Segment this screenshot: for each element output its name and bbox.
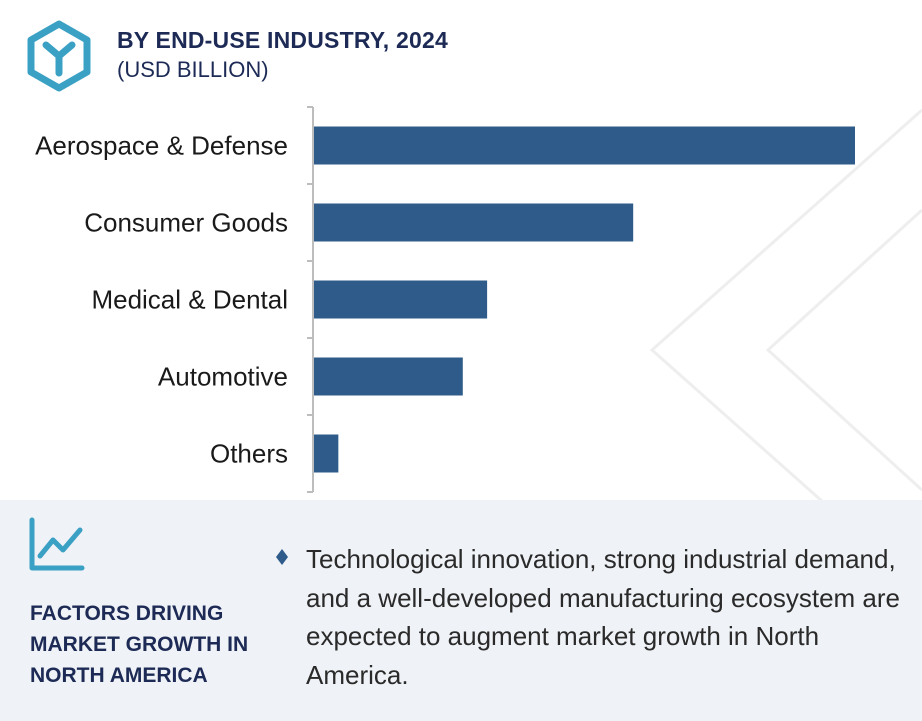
growth-description: Technological innovation, strong industr… bbox=[306, 544, 901, 690]
chart-title: BY END-USE INDUSTRY, 2024 bbox=[117, 27, 448, 53]
chart-subtitle: (USD BILLION) bbox=[117, 57, 269, 82]
bar bbox=[314, 357, 463, 396]
chart-header: BY END-USE INDUSTRY, 2024 (USD BILLION) bbox=[0, 0, 922, 100]
bar bbox=[314, 434, 339, 473]
bar bbox=[314, 126, 855, 165]
category-label: Others bbox=[210, 439, 288, 469]
trend-line-chart-icon bbox=[29, 517, 85, 571]
market-factors-panel: FACTORS DRIVING MARKET GROWTH IN NORTH A… bbox=[0, 500, 922, 721]
category-label: Automotive bbox=[158, 362, 288, 392]
category-label: Medical & Dental bbox=[91, 285, 288, 315]
factors-heading: FACTORS DRIVING MARKET GROWTH IN NORTH A… bbox=[30, 602, 249, 687]
category-label: Aerospace & Defense bbox=[35, 131, 288, 161]
bar bbox=[314, 203, 634, 242]
bar bbox=[314, 280, 488, 319]
category-label: Consumer Goods bbox=[84, 208, 288, 238]
bar-chart: Aerospace & Defense Consumer Goods Medical… bbox=[35, 106, 855, 493]
diamond-bullet-icon bbox=[276, 549, 288, 565]
hexagon-y-logo-icon bbox=[27, 20, 91, 92]
